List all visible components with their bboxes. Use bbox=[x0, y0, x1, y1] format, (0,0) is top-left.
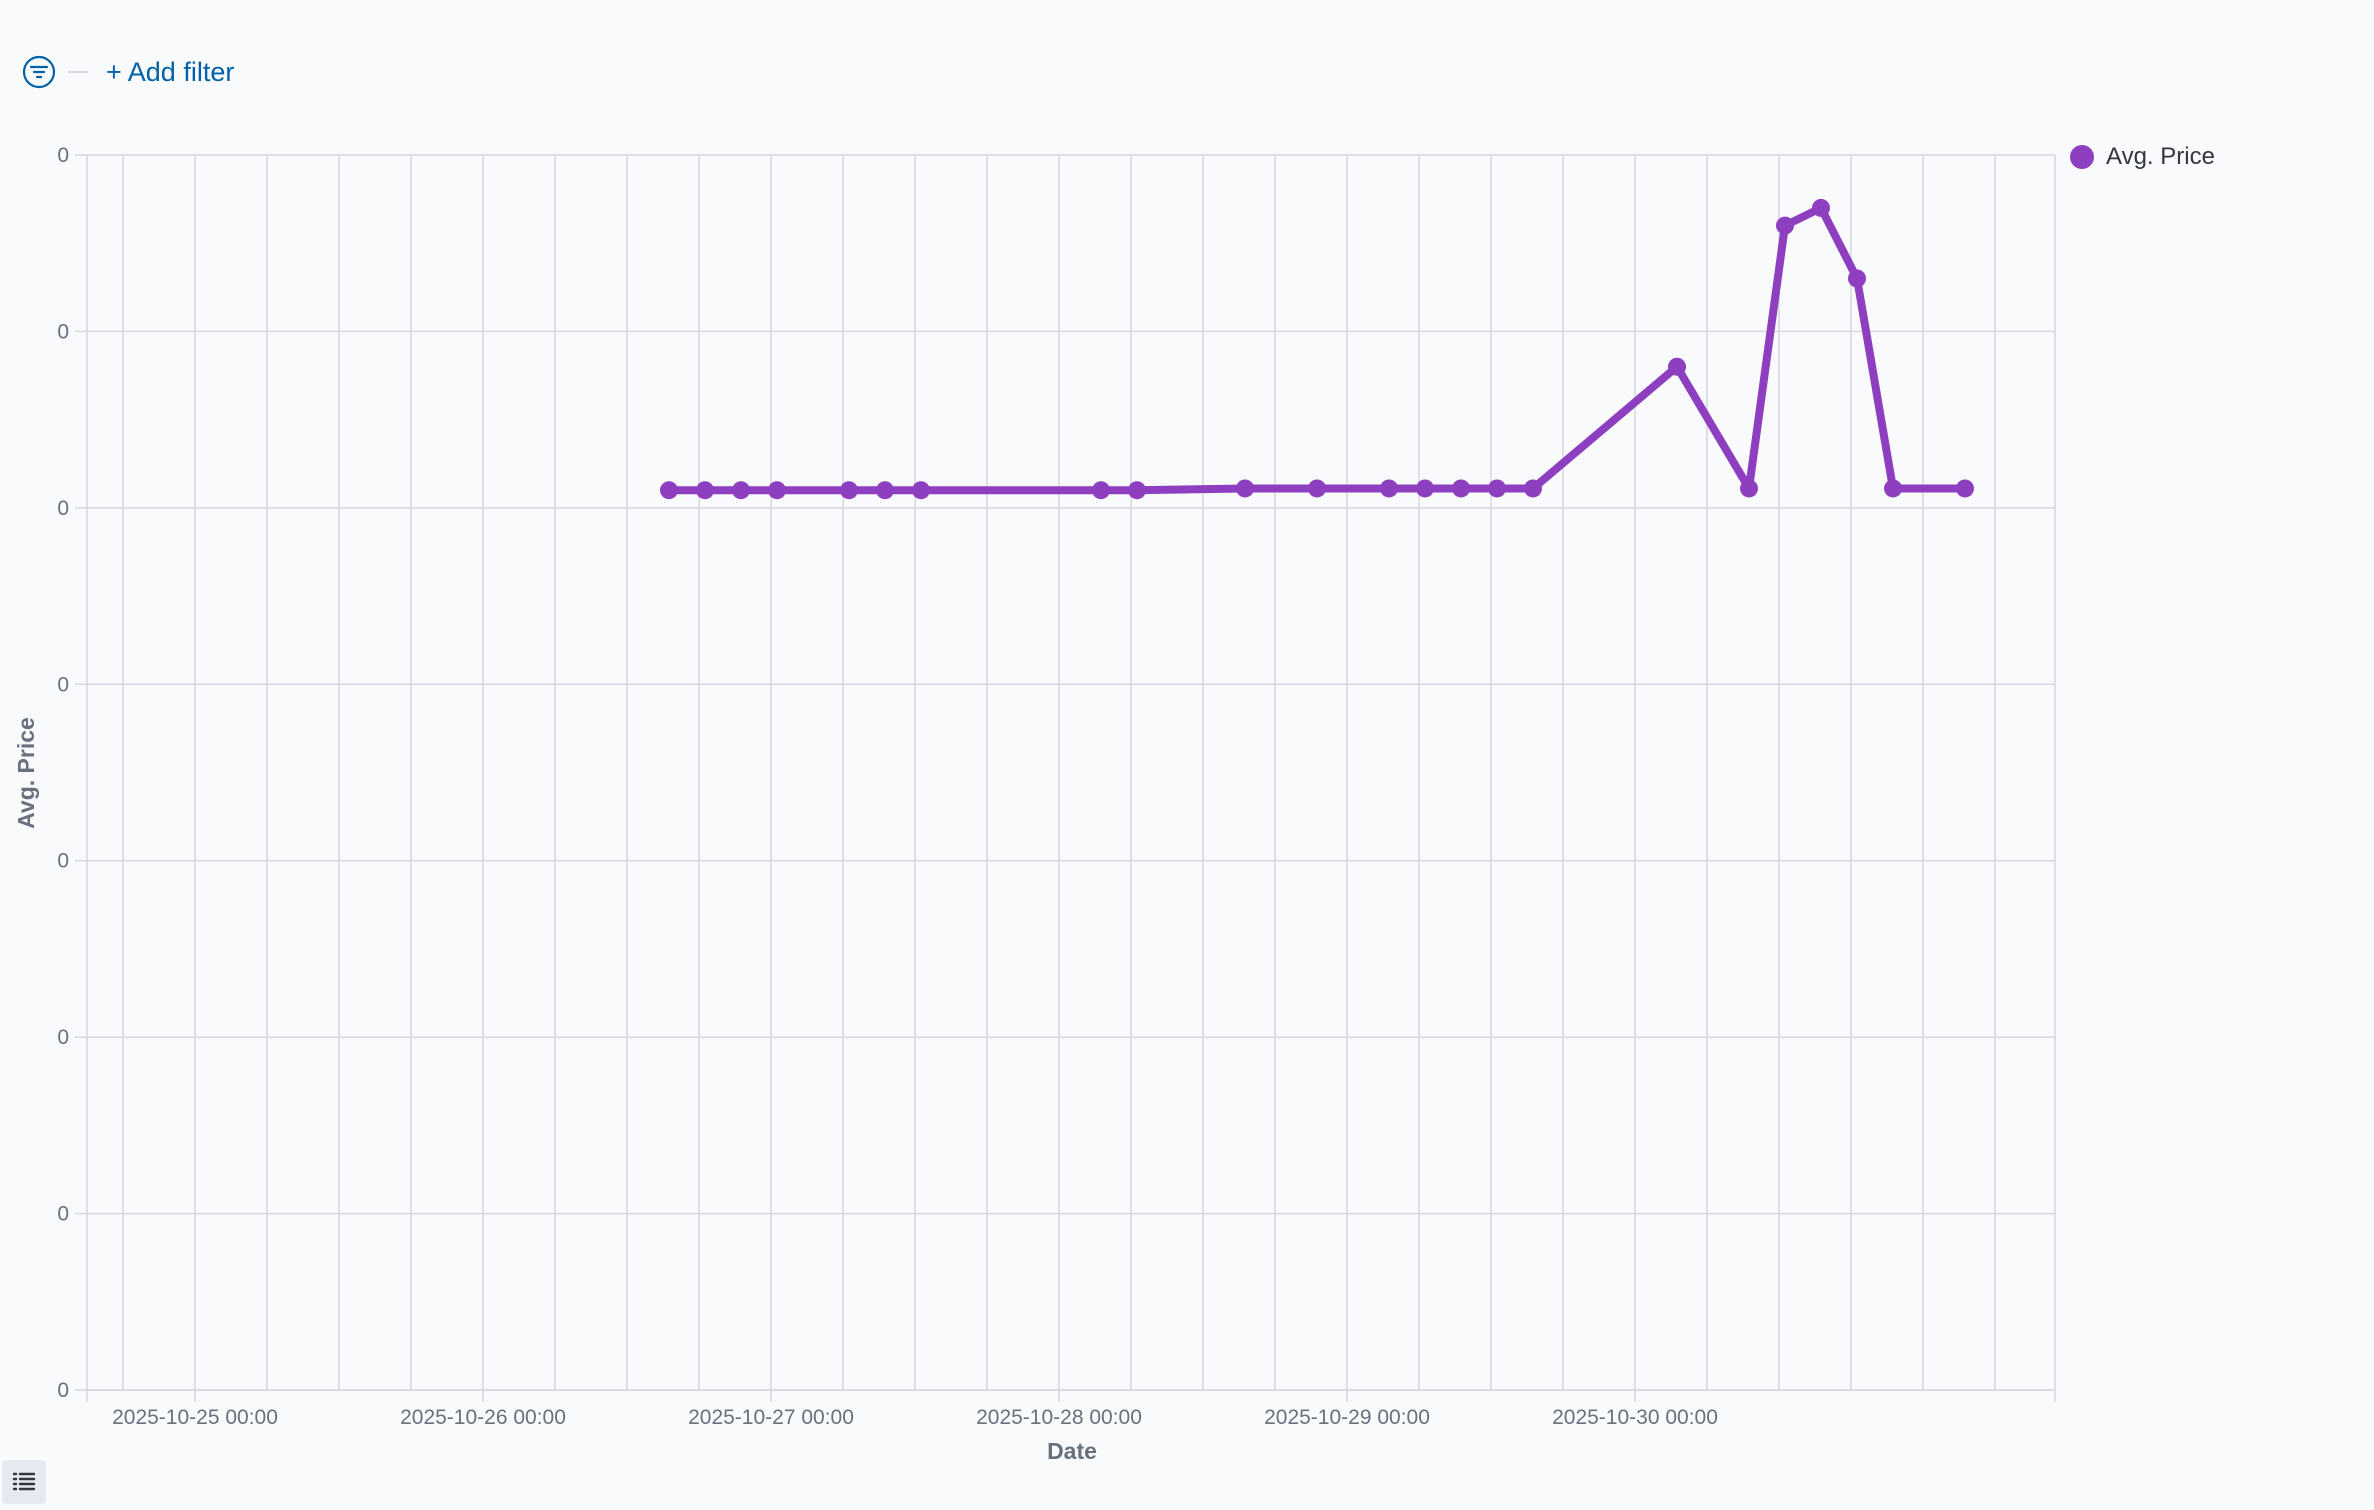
data-point bbox=[840, 481, 858, 500]
data-point bbox=[1092, 481, 1110, 500]
grid bbox=[87, 154, 2055, 1391]
data-point bbox=[1452, 479, 1470, 498]
x-tick-label: 2025-10-29 00:00 bbox=[1264, 1406, 1430, 1429]
data-point bbox=[1524, 479, 1542, 498]
data-point bbox=[876, 481, 894, 500]
y-tick-label: 0 bbox=[57, 1203, 69, 1226]
filter-bar: + Add filter bbox=[22, 50, 234, 94]
x-axis-title: Date bbox=[1047, 1438, 1097, 1464]
data-point bbox=[1308, 479, 1326, 498]
x-tick-label: 2025-10-28 00:00 bbox=[976, 1406, 1142, 1429]
y-tick-label: 0 bbox=[57, 850, 69, 873]
add-filter-button[interactable]: + Add filter bbox=[106, 56, 235, 87]
data-point bbox=[1776, 216, 1794, 235]
data-point bbox=[660, 481, 678, 500]
axes: 0 0 0 0 0 0 0 0 2025-10-25 00:00 2025-10-26 00:00… bbox=[57, 144, 2056, 1429]
y-tick-label: 0 bbox=[57, 497, 69, 520]
data-point bbox=[732, 481, 750, 500]
data-point bbox=[768, 481, 786, 500]
x-tick-label: 2025-10-30 00:00 bbox=[1552, 1406, 1718, 1429]
y-axis-title: Avg. Price bbox=[13, 717, 39, 829]
y-tick-label: 0 bbox=[57, 144, 69, 167]
data-point bbox=[912, 481, 930, 500]
filter-icon[interactable] bbox=[22, 55, 56, 89]
data-point bbox=[1812, 198, 1830, 217]
series-avg-price bbox=[660, 198, 1974, 500]
legend-swatch[interactable] bbox=[2070, 145, 2094, 169]
data-point bbox=[1236, 479, 1254, 498]
y-tick-label: 0 bbox=[57, 673, 69, 696]
y-tick-label: 0 bbox=[57, 1026, 69, 1049]
legend-toggle-button[interactable] bbox=[2, 1460, 46, 1504]
legend: Avg. Price bbox=[2070, 143, 2215, 171]
legend-label[interactable]: Avg. Price bbox=[2106, 143, 2215, 170]
data-point bbox=[1380, 479, 1398, 498]
y-tick-label: 0 bbox=[57, 320, 69, 343]
data-point bbox=[1416, 479, 1434, 498]
x-tick-label: 2025-10-27 00:00 bbox=[688, 1406, 854, 1429]
data-point bbox=[1488, 479, 1506, 498]
series-line bbox=[665, 203, 1969, 495]
x-tick-label: 2025-10-26 00:00 bbox=[400, 1406, 566, 1429]
data-point bbox=[1740, 479, 1758, 498]
data-point bbox=[1128, 481, 1146, 500]
data-point bbox=[1848, 269, 1866, 288]
data-point bbox=[696, 481, 714, 500]
filter-separator bbox=[68, 71, 88, 73]
y-tick-label: 0 bbox=[57, 1379, 69, 1402]
list-icon bbox=[12, 1472, 36, 1491]
data-point bbox=[1668, 357, 1686, 376]
data-point bbox=[1884, 479, 1902, 498]
data-point bbox=[1956, 479, 1974, 498]
x-tick-label: 2025-10-25 00:00 bbox=[112, 1406, 278, 1429]
